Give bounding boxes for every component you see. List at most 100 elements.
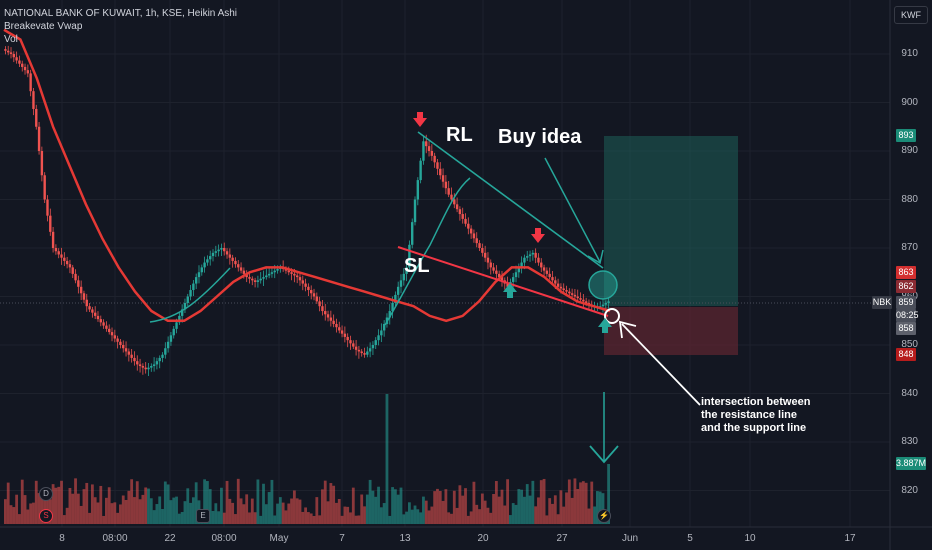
volume-bar <box>259 515 263 524</box>
time-axis-label: 27 <box>556 533 568 544</box>
volume-bar <box>452 490 456 524</box>
candle-body <box>483 252 487 258</box>
candle-body <box>141 366 145 368</box>
volume-bar <box>466 515 470 524</box>
candle-body <box>492 267 495 271</box>
candle-body <box>554 280 557 284</box>
volume-bar <box>391 487 394 524</box>
volume-bar <box>595 491 599 524</box>
note-pointer-arrowhead <box>618 320 637 339</box>
intersection-circle[interactable] <box>604 308 620 324</box>
candle-body <box>152 364 156 367</box>
volume-bar <box>329 483 333 524</box>
take-profit-zone[interactable] <box>604 136 738 306</box>
candle-body <box>295 275 299 278</box>
volume-bar <box>175 496 178 524</box>
volume-bar <box>60 480 63 524</box>
resistance-line[interactable] <box>417 131 604 269</box>
volume-bar <box>514 504 518 524</box>
volume-bar <box>492 493 495 524</box>
support-line[interactable] <box>397 246 609 317</box>
candle-body <box>411 222 414 245</box>
volume-bar <box>245 494 249 524</box>
volume-bar <box>559 490 563 524</box>
candle-body <box>371 345 375 349</box>
candle-body <box>91 309 94 313</box>
volume-bar <box>144 487 148 524</box>
note-line-2: the resistance line <box>701 409 797 421</box>
candle-body <box>576 296 579 299</box>
volume-bar <box>290 498 293 524</box>
candle-body <box>108 328 111 333</box>
volume-bar <box>287 503 291 524</box>
volume-bar <box>253 512 257 524</box>
candle-body <box>150 366 153 368</box>
time-axis-label: 10 <box>744 533 756 544</box>
green-up-arrow-icon <box>503 283 517 298</box>
candle-body <box>231 257 234 261</box>
volume-bar <box>32 502 35 524</box>
candle-body <box>514 272 518 278</box>
volume-legend[interactable]: Vol <box>4 34 18 45</box>
candle-body <box>186 296 189 303</box>
last-price-tag: 859 <box>896 296 916 309</box>
candle-body <box>304 283 307 287</box>
dividend-badge[interactable]: D <box>39 487 53 501</box>
candle-body <box>102 322 105 326</box>
volume-bar <box>379 507 383 524</box>
candle-body <box>46 199 49 216</box>
candle-body <box>239 267 243 271</box>
volume-bar <box>377 486 380 524</box>
volume-bar <box>18 514 21 524</box>
candle-body <box>584 301 588 303</box>
volume-bar <box>133 497 136 524</box>
volume-bar <box>225 480 229 524</box>
candle-body <box>253 280 257 282</box>
volume-bar <box>593 506 596 524</box>
volume-bar <box>74 478 77 524</box>
candle-body <box>559 286 563 289</box>
candle-body <box>579 298 582 300</box>
candle-body <box>180 309 184 316</box>
candle-body <box>262 277 265 279</box>
candle-body <box>105 325 108 329</box>
indicator-legend[interactable]: Breakevate Vwap <box>4 21 83 32</box>
candle-body <box>228 254 232 258</box>
volume-bar <box>262 483 265 524</box>
volume-bar <box>206 481 209 524</box>
candle-body <box>68 264 72 268</box>
volume-bar <box>220 487 223 524</box>
candle-body <box>234 260 237 265</box>
symbol-title[interactable]: NATIONAL BANK OF KUWAIT, 1h, KSE, Heikin… <box>4 8 238 19</box>
candle-body <box>9 52 13 54</box>
volume-bar <box>349 512 352 524</box>
candle-body <box>7 50 10 53</box>
entry-circle[interactable] <box>588 270 618 300</box>
volume-bar <box>388 515 392 524</box>
split-badge[interactable]: S <box>39 509 53 523</box>
candle-body <box>377 335 380 341</box>
candle-body <box>455 204 459 210</box>
volume-bar <box>598 491 602 524</box>
volume-bar <box>172 497 176 524</box>
candle-body <box>495 270 498 274</box>
lightning-icon[interactable]: ⚡ <box>597 509 611 523</box>
volume-bar <box>553 495 557 524</box>
volume-bar <box>511 503 515 524</box>
candle-body <box>178 315 181 323</box>
volume-bar <box>138 499 142 524</box>
volume-bar <box>450 513 453 524</box>
volume-bar <box>163 481 167 524</box>
volume-bar <box>267 492 271 524</box>
candle-body <box>346 336 349 341</box>
volume-bar <box>113 502 117 524</box>
currency-button[interactable]: KWF <box>894 6 928 24</box>
stop-loss-zone[interactable] <box>604 307 738 355</box>
price-axis-label: 900 <box>901 96 918 108</box>
price-axis-label: 910 <box>901 48 918 59</box>
volume-bar <box>169 500 173 524</box>
earnings-badge[interactable]: E <box>196 509 210 523</box>
candle-body <box>276 269 279 271</box>
candle-body <box>489 262 492 268</box>
